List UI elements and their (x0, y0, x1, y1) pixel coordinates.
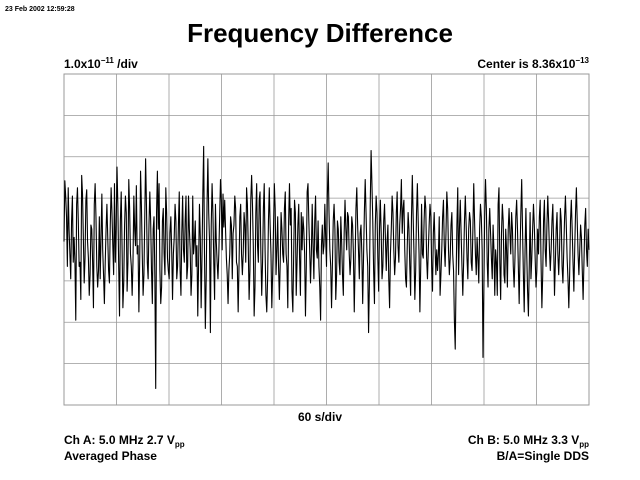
channel-b-text: Ch B: 5.0 MHz 3.3 V (467, 433, 580, 447)
channel-b-subscript: pp (579, 440, 589, 449)
footer-left: Ch A: 5.0 MHz 2.7 Vpp Averaged Phase (64, 433, 185, 463)
y-scale-exponent: −11 (100, 56, 114, 65)
frequency-trace (63, 145, 590, 389)
y-scale-unit: /div (113, 57, 138, 71)
ratio-label: B/A=Single DDS (496, 449, 589, 463)
y-scale-mantissa: 1.0x10 (64, 57, 101, 71)
chart-title: Frequency Difference (187, 18, 453, 48)
timestamp: 23 Feb 2002 12:59:28 (5, 6, 75, 13)
channel-b-label: Ch B: 5.0 MHz 3.3 Vpp (468, 433, 589, 449)
footer-right: Ch B: 5.0 MHz 3.3 Vpp B/A=Single DDS (468, 433, 589, 463)
channel-a-subscript: pp (174, 440, 185, 449)
y-scale-label: 1.0x10−11 /div (64, 56, 138, 71)
mode-label: Averaged Phase (64, 449, 157, 463)
center-exponent: −13 (575, 56, 589, 65)
center-label: Center is 8.36x10−13 (477, 56, 589, 71)
channel-a-text: Ch A: 5.0 MHz 2.7 V (64, 433, 175, 447)
channel-a-label: Ch A: 5.0 MHz 2.7 Vpp (64, 433, 185, 449)
center-prefix: Center is 8.36x10 (477, 57, 576, 71)
x-scale-label: 60 s/div (297, 410, 343, 424)
